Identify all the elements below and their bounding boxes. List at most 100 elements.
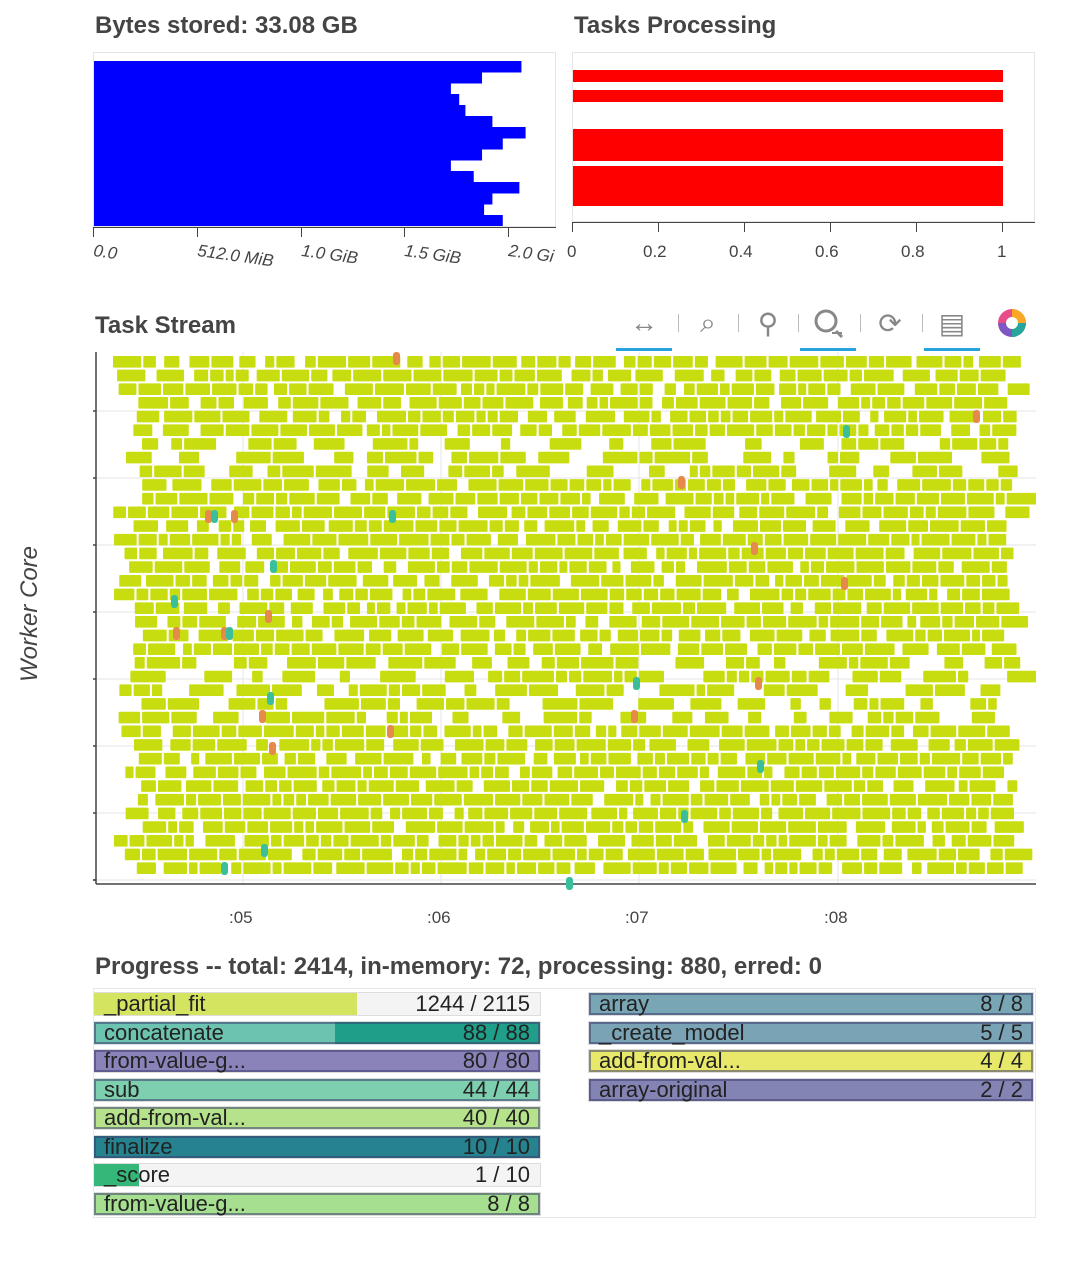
task-rect — [245, 780, 264, 792]
task-rect — [334, 451, 354, 464]
progress-row: add-from-val... 40 / 40 — [93, 1106, 541, 1130]
task-rect — [183, 602, 208, 614]
task-rect — [764, 862, 774, 874]
tasks-processing-plot[interactable] — [572, 52, 1035, 222]
task-rect — [653, 356, 672, 368]
task-rect — [170, 397, 189, 409]
task-rect — [516, 629, 527, 642]
task-rect — [726, 834, 751, 847]
task-rect — [295, 725, 314, 738]
task-rect — [524, 834, 538, 847]
task-rect — [306, 834, 319, 847]
task-rect — [185, 780, 212, 792]
task-rect — [940, 602, 963, 614]
task-rect — [350, 492, 371, 505]
task-rect — [495, 684, 527, 697]
task-rect — [179, 492, 208, 505]
task-rect — [862, 766, 874, 779]
task-rect — [164, 356, 180, 368]
task-rect — [322, 739, 333, 751]
task-rect — [247, 588, 259, 601]
task-rect — [746, 616, 761, 628]
task-rect — [795, 588, 807, 601]
task-rect — [921, 574, 939, 587]
task-rect — [182, 657, 197, 669]
task-rect — [779, 383, 797, 395]
task-rect — [931, 752, 961, 765]
task-rect — [707, 752, 719, 765]
task-rect — [684, 506, 711, 519]
task-rect — [189, 848, 218, 861]
tasks-tick-mark — [744, 222, 745, 232]
task-rect — [938, 561, 954, 573]
task-rect — [163, 383, 184, 395]
task-rect — [366, 862, 394, 874]
bytes-bar — [94, 215, 503, 226]
task-rect — [836, 848, 860, 861]
task-rect — [245, 561, 265, 573]
task-rect — [883, 711, 894, 724]
task-rect — [947, 588, 961, 601]
progress-task-name: sub — [104, 1076, 140, 1102]
bytes-tick-label: 0.0 — [92, 241, 119, 264]
task-rect — [870, 410, 879, 423]
task-rect — [830, 479, 839, 491]
task-rect — [771, 793, 781, 806]
tasks-tick-mark — [1002, 222, 1003, 232]
task-rect — [694, 356, 708, 368]
task-rect — [516, 465, 550, 478]
task-rect — [476, 410, 486, 423]
task-rect — [1003, 410, 1017, 423]
hover-tool-icon[interactable]: ▤ — [924, 298, 980, 351]
task-rect — [767, 752, 787, 765]
task-rect — [369, 629, 392, 642]
reset-tool-icon[interactable]: ⟳ — [878, 307, 902, 339]
task-rect — [969, 780, 996, 792]
task-rect — [229, 465, 253, 478]
task-rect — [217, 739, 247, 751]
task-rect — [773, 643, 797, 655]
task-rect — [994, 739, 1020, 751]
task-rect — [638, 670, 664, 683]
task-rect — [255, 383, 268, 395]
task-rect — [136, 588, 149, 601]
task-stream-plot[interactable] — [93, 352, 1036, 892]
task-rect — [544, 834, 563, 847]
task-rect — [138, 397, 169, 409]
task-rect — [639, 397, 653, 409]
task-rect — [816, 410, 841, 423]
task-stream-toolbar: ↔ ⌕ ⚲ ⟳ ▤ — [612, 298, 1042, 352]
task-rect — [678, 629, 701, 642]
pan-tool-icon[interactable]: ↔ — [616, 298, 672, 351]
task-rect — [536, 616, 564, 628]
task-rect — [892, 588, 902, 601]
bytes-stored-plot[interactable] — [93, 52, 556, 227]
task-rect — [142, 711, 170, 724]
task-rect — [631, 834, 654, 847]
task-rect — [912, 465, 937, 478]
tasks-tick-mark — [830, 222, 831, 232]
progress-row: _partial_fit 1244 / 2115 — [93, 992, 541, 1016]
task-rect — [818, 862, 833, 874]
task-rect — [595, 725, 607, 738]
task-rect — [535, 739, 553, 751]
task-rect — [432, 383, 457, 395]
task-rect — [396, 602, 406, 614]
task-rect — [308, 793, 329, 806]
task-rect — [661, 629, 673, 642]
task-rect — [986, 479, 999, 491]
task-rect — [397, 492, 422, 505]
wheel-zoom-tool-icon[interactable]: ⚲ — [757, 307, 779, 339]
task-rect — [402, 807, 427, 820]
task-rect — [921, 533, 950, 546]
zoom-in-tool-icon[interactable] — [800, 298, 856, 351]
task-rect — [141, 698, 166, 710]
task-rect — [316, 821, 343, 833]
task-rect — [242, 492, 255, 505]
task-rect — [737, 848, 760, 861]
task-rect — [380, 670, 416, 683]
task-rect — [358, 793, 382, 806]
box-zoom-tool-icon[interactable]: ⌕ — [700, 306, 716, 338]
task-rect — [868, 356, 885, 368]
task-rect — [830, 616, 860, 628]
